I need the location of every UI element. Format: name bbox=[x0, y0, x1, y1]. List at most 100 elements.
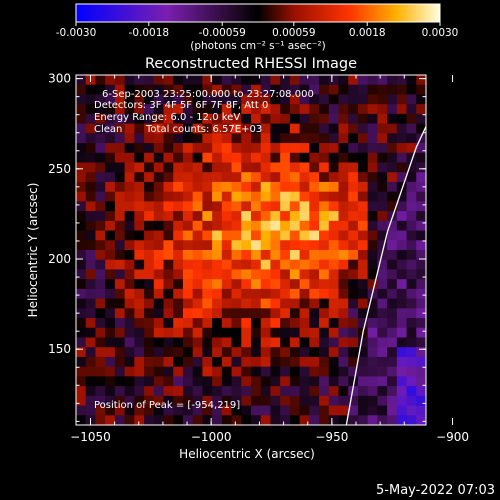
heatmap-cell bbox=[173, 386, 184, 397]
heatmap-cell bbox=[319, 298, 330, 309]
x-axis-label: Heliocentric X (arcsec) bbox=[179, 447, 315, 461]
heatmap-cell bbox=[95, 386, 106, 397]
heatmap-cell bbox=[95, 240, 106, 251]
heatmap-cell bbox=[387, 318, 398, 329]
heatmap-cell bbox=[76, 288, 87, 300]
heatmap-cell bbox=[309, 356, 320, 368]
heatmap-cell bbox=[367, 318, 378, 329]
heatmap-cell bbox=[319, 152, 330, 164]
heatmap-cell bbox=[416, 415, 426, 425]
heatmap-cell bbox=[357, 356, 369, 368]
heatmap-cell bbox=[105, 123, 116, 134]
heatmap-cell bbox=[328, 279, 340, 290]
heatmap-cell bbox=[348, 356, 359, 368]
heatmap-cell bbox=[251, 347, 262, 358]
heatmap-cell bbox=[270, 201, 281, 212]
heatmap-cell bbox=[406, 366, 417, 377]
heatmap-cell bbox=[406, 356, 417, 368]
heatmap-cell bbox=[289, 211, 301, 222]
heatmap-cell bbox=[173, 279, 184, 290]
heatmap-cell bbox=[289, 230, 301, 241]
heatmap-cell bbox=[85, 152, 97, 164]
heatmap-cell bbox=[231, 104, 242, 115]
heatmap-cell bbox=[241, 415, 252, 425]
heatmap-cell bbox=[114, 162, 126, 173]
heatmap-cell bbox=[309, 259, 320, 271]
heatmap-cell bbox=[396, 269, 408, 280]
heatmap-cell bbox=[212, 376, 223, 387]
heatmap-cell bbox=[367, 172, 378, 183]
heatmap-cell bbox=[114, 288, 126, 300]
heatmap-cell bbox=[153, 279, 165, 290]
heatmap-cell bbox=[105, 84, 116, 96]
heatmap-cell bbox=[105, 201, 116, 212]
heatmap-cell bbox=[260, 366, 272, 377]
heatmap-cell bbox=[367, 395, 378, 407]
heatmap-cell bbox=[319, 308, 330, 319]
heatmap-cell bbox=[416, 318, 426, 329]
heatmap-cell bbox=[163, 152, 174, 164]
heatmap-cell bbox=[377, 133, 388, 144]
heatmap-cell bbox=[221, 386, 233, 397]
heatmap-cell bbox=[241, 288, 252, 300]
heatmap-cell bbox=[192, 337, 203, 348]
heatmap-cell bbox=[260, 347, 272, 358]
heatmap-cell bbox=[114, 84, 126, 96]
heatmap-cell bbox=[124, 259, 135, 271]
heatmap-cell bbox=[357, 415, 369, 425]
heatmap-cell bbox=[153, 84, 165, 96]
heatmap-cell bbox=[338, 104, 349, 115]
heatmap-cell bbox=[153, 211, 165, 222]
heatmap-cell bbox=[328, 75, 340, 86]
colorbar-tick-label: -0.0030 bbox=[56, 27, 97, 39]
heatmap-cell bbox=[289, 356, 301, 368]
heatmap-cell bbox=[124, 405, 135, 416]
heatmap-cell bbox=[202, 269, 213, 280]
heatmap-cell bbox=[105, 133, 116, 144]
heatmap-cell bbox=[299, 327, 310, 339]
heatmap-cell bbox=[192, 191, 203, 202]
heatmap-cell bbox=[134, 104, 145, 115]
heatmap-cell bbox=[182, 405, 194, 416]
heatmap-cell bbox=[328, 211, 340, 222]
heatmap-cell bbox=[251, 288, 262, 300]
heatmap-cell bbox=[182, 366, 194, 377]
peak-position-annotation: Position of Peak = [-954,219] bbox=[94, 400, 240, 411]
heatmap-cell bbox=[182, 191, 194, 202]
heatmap-cell bbox=[163, 250, 174, 261]
heatmap-cell bbox=[377, 230, 388, 241]
heatmap-cell bbox=[328, 415, 340, 425]
heatmap-cell bbox=[163, 318, 174, 329]
heatmap-cell bbox=[319, 220, 330, 232]
heatmap-cell bbox=[144, 240, 155, 251]
heatmap-cell bbox=[270, 84, 281, 96]
heatmap-cell bbox=[280, 250, 291, 261]
heatmap-cell bbox=[241, 143, 252, 154]
heatmap-cell bbox=[105, 347, 116, 358]
heatmap-cell bbox=[202, 366, 213, 377]
heatmap-cell bbox=[153, 327, 165, 339]
heatmap-cell bbox=[338, 191, 349, 202]
heatmap-cell bbox=[182, 308, 194, 319]
heatmap-cell bbox=[377, 104, 388, 115]
heatmap-cell bbox=[221, 327, 233, 339]
heatmap-cell bbox=[144, 75, 155, 86]
heatmap-cell bbox=[348, 240, 359, 251]
heatmap-cell bbox=[221, 259, 233, 271]
heatmap-cell bbox=[173, 395, 184, 407]
heatmap-cell bbox=[241, 327, 252, 339]
heatmap-cell bbox=[134, 279, 145, 290]
heatmap-cell bbox=[221, 172, 233, 183]
heatmap-cell bbox=[124, 386, 135, 397]
heatmap-cell bbox=[231, 191, 242, 202]
heatmap-cell bbox=[163, 220, 174, 232]
heatmap-cell bbox=[309, 366, 320, 377]
heatmap-cell bbox=[251, 386, 262, 397]
heatmap-cell bbox=[357, 94, 369, 105]
heatmap-cell bbox=[348, 366, 359, 377]
heatmap-cell bbox=[328, 104, 340, 115]
heatmap-cell bbox=[212, 279, 223, 290]
heatmap-cell bbox=[202, 337, 213, 348]
heatmap-cell bbox=[192, 123, 203, 134]
heatmap-cell bbox=[299, 201, 310, 212]
